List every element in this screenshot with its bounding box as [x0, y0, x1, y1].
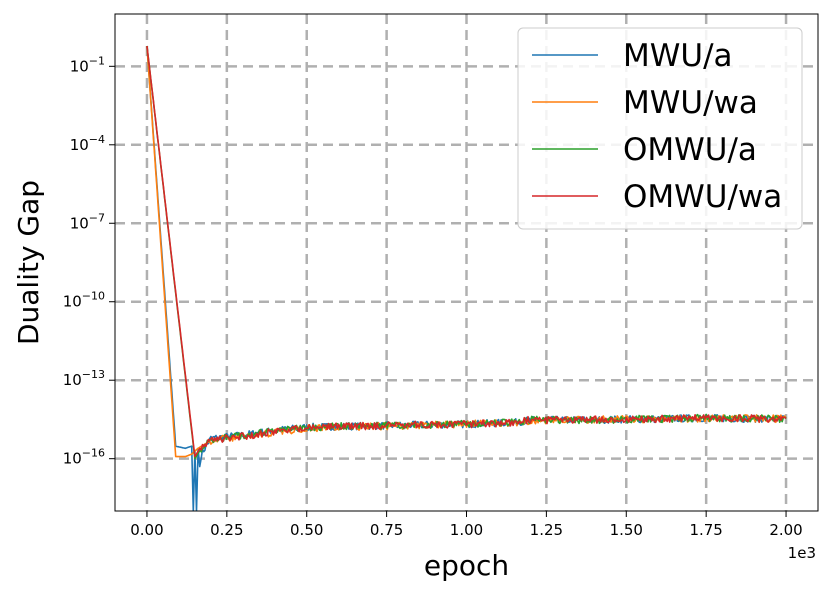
x-tick-label: 0.00 [130, 521, 163, 539]
x-tick-label: 0.50 [290, 521, 323, 539]
x-tick-label: 0.25 [210, 521, 243, 539]
x-tick-label: 2.00 [769, 521, 802, 539]
axis-ticks: 0.00 0.25 0.50 0.75 1.00 1.25 1.50 1.75 2.00 10−1… [63, 54, 803, 539]
y-tick-label: 10−10 [63, 290, 105, 311]
y-tick-label: 10−1 [70, 54, 105, 75]
legend-label: MWU/a [623, 38, 733, 74]
y-axis-title: Duality Gap [12, 180, 45, 345]
series-line-omwu-wa [146, 45, 787, 458]
y-tick-label: 10−7 [70, 211, 105, 232]
x-axis-offset-label: 1e3 [788, 544, 816, 562]
legend-box [517, 27, 803, 230]
x-tick-label: 0.75 [370, 521, 403, 539]
series-lines [146, 45, 787, 511]
y-tick-label: 10−13 [63, 368, 105, 389]
legend-label: MWU/wa [623, 85, 758, 121]
legend-label: OMWU/a [623, 132, 757, 168]
legend: MWU/a MWU/wa OMWU/a OMWU/wa [517, 27, 803, 230]
x-axis-title: epoch [424, 549, 509, 582]
x-tick-label: 1.50 [610, 521, 643, 539]
legend-label: OMWU/wa [623, 179, 782, 215]
y-tick-label: 10−16 [63, 447, 105, 468]
y-tick-label: 10−4 [70, 133, 105, 154]
x-tick-label: 1.25 [530, 521, 563, 539]
x-tick-label: 1.00 [450, 521, 483, 539]
x-tick-label: 1.75 [689, 521, 722, 539]
